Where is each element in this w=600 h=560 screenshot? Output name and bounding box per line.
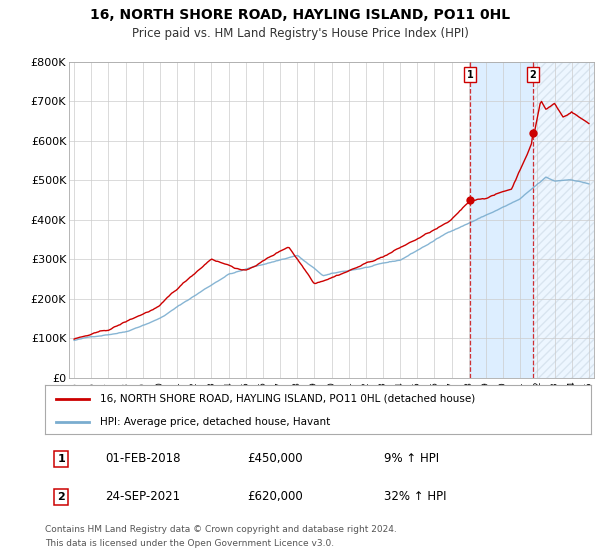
Text: 9% ↑ HPI: 9% ↑ HPI <box>383 452 439 465</box>
Text: 2: 2 <box>529 69 536 80</box>
Text: Contains HM Land Registry data © Crown copyright and database right 2024.: Contains HM Land Registry data © Crown c… <box>45 525 397 534</box>
Text: 2: 2 <box>58 492 65 502</box>
Text: 32% ↑ HPI: 32% ↑ HPI <box>383 490 446 503</box>
Text: 16, NORTH SHORE ROAD, HAYLING ISLAND, PO11 0HL: 16, NORTH SHORE ROAD, HAYLING ISLAND, PO… <box>90 8 510 22</box>
Text: £450,000: £450,000 <box>247 452 302 465</box>
Bar <box>533 62 598 378</box>
Text: £620,000: £620,000 <box>247 490 303 503</box>
Bar <box>533 62 598 378</box>
Text: HPI: Average price, detached house, Havant: HPI: Average price, detached house, Hava… <box>100 417 330 427</box>
Text: 01-FEB-2018: 01-FEB-2018 <box>105 452 181 465</box>
Text: This data is licensed under the Open Government Licence v3.0.: This data is licensed under the Open Gov… <box>45 539 334 548</box>
Text: Price paid vs. HM Land Registry's House Price Index (HPI): Price paid vs. HM Land Registry's House … <box>131 27 469 40</box>
Bar <box>470 62 533 378</box>
Text: 1: 1 <box>467 69 473 80</box>
Text: 24-SEP-2021: 24-SEP-2021 <box>105 490 180 503</box>
Text: 16, NORTH SHORE ROAD, HAYLING ISLAND, PO11 0HL (detached house): 16, NORTH SHORE ROAD, HAYLING ISLAND, PO… <box>100 394 475 404</box>
Text: 1: 1 <box>58 454 65 464</box>
